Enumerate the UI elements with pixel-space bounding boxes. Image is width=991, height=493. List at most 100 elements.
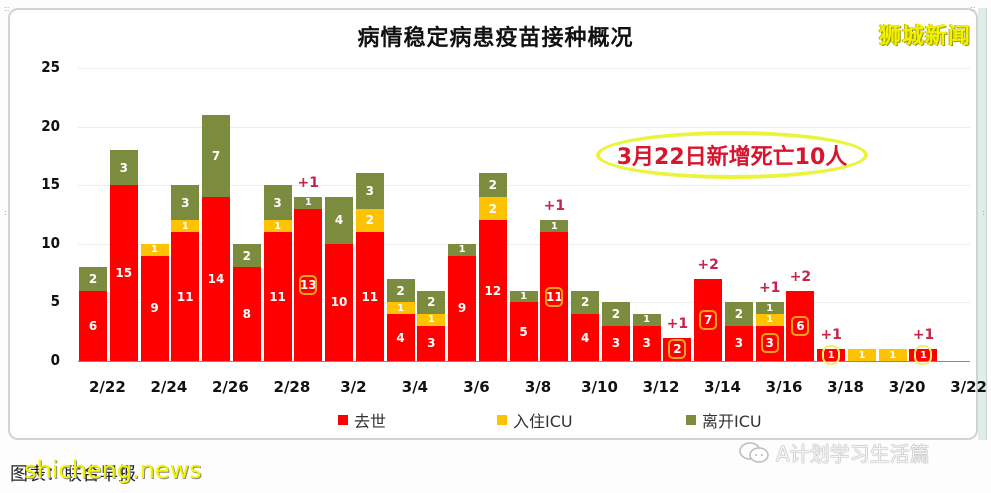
highlight-ring xyxy=(668,339,687,360)
bar-segment-leave-icu[interactable]: 1 xyxy=(448,243,477,256)
bar-segment-death[interactable]: 11 xyxy=(540,232,569,361)
legend-label-leave-icu: 离开ICU xyxy=(702,412,762,431)
bar-segment-leave-icu[interactable]: 2 xyxy=(79,267,107,291)
highlight-ring xyxy=(914,345,933,366)
legend-swatch-enter-icu xyxy=(497,415,507,425)
bar-segment-death[interactable]: 3 xyxy=(601,325,630,361)
bar-segment-leave-icu[interactable]: 1 xyxy=(755,302,784,315)
gridline xyxy=(78,126,970,128)
bar-segment-leave-icu[interactable]: 2 xyxy=(417,290,446,315)
bar-segment-enter-icu[interactable]: 1 xyxy=(878,349,907,361)
bar-segment-death[interactable]: 3 xyxy=(417,325,446,361)
legend-item-leave-icu: 离开ICU xyxy=(686,408,762,432)
y-tick-label: 20 xyxy=(41,116,60,135)
bar-segment-leave-icu[interactable]: 2 xyxy=(478,173,507,197)
y-tick-label: 10 xyxy=(41,233,60,252)
bar-segment-enter-icu[interactable]: 1 xyxy=(140,243,169,256)
legend-item-death: 去世 xyxy=(338,408,386,432)
bar-segment-leave-icu[interactable]: 3 xyxy=(263,185,292,221)
bar-segment-death[interactable]: 6 xyxy=(786,290,815,361)
source-caption: 图表：联合早报 shicheng.news xyxy=(10,456,202,486)
account-watermark: A计划学习生活篇 xyxy=(738,438,930,467)
x-tick-label: 3/12 xyxy=(642,378,680,396)
bar-segment-leave-icu[interactable]: 3 xyxy=(109,150,138,186)
bar-segment-death[interactable]: 3 xyxy=(632,325,661,361)
account-name: A计划学习生活篇 xyxy=(776,442,930,466)
x-tick-label: 3/16 xyxy=(765,378,803,396)
annotation-new-deaths: +2 xyxy=(697,256,719,273)
bar-segment-death[interactable]: 14 xyxy=(202,196,231,361)
x-tick-label: 2/22 xyxy=(88,378,126,396)
bar-segment-death[interactable]: 6 xyxy=(79,290,107,361)
resize-handle-top-left[interactable]: :: xyxy=(4,4,10,13)
bar-segment-enter-icu[interactable]: 1 xyxy=(263,220,292,233)
bar-segment-death[interactable]: 12 xyxy=(478,220,507,361)
bar-segment-death[interactable]: 11 xyxy=(263,232,292,361)
bar-segment-death[interactable]: 11 xyxy=(171,232,200,361)
bar-segment-death[interactable]: 7 xyxy=(694,278,723,361)
bar-segment-leave-icu[interactable]: 4 xyxy=(325,196,354,244)
bar-segment-leave-icu[interactable]: 1 xyxy=(632,314,661,326)
brand-logo: 狮城新闻 xyxy=(878,24,971,49)
annotation-new-deaths: +1 xyxy=(297,174,320,191)
bar-segment-death[interactable]: 3 xyxy=(755,325,784,361)
annotation-new-deaths: +2 xyxy=(789,268,812,285)
bar-segment-death[interactable]: 9 xyxy=(448,255,477,361)
bar-segment-leave-icu[interactable]: 7 xyxy=(202,114,231,197)
x-tick-label: 3/20 xyxy=(888,378,926,396)
legend-label-enter-icu: 入住ICU xyxy=(513,412,573,431)
bar-segment-leave-icu[interactable]: 2 xyxy=(601,302,630,326)
x-tick-label: 3/4 xyxy=(401,378,429,396)
bar-segment-leave-icu[interactable]: 2 xyxy=(724,302,753,326)
bar-segment-enter-icu[interactable]: 1 xyxy=(755,314,784,326)
y-tick-label: 5 xyxy=(50,292,60,311)
resize-handle-right[interactable]: : xyxy=(982,208,985,217)
resize-handle-top-right[interactable]: :: xyxy=(970,4,976,13)
resize-handle-left[interactable]: : xyxy=(4,208,7,217)
bar-segment-leave-icu[interactable]: 1 xyxy=(509,290,538,303)
bar-segment-death[interactable]: 3 xyxy=(724,325,753,361)
highlight-ring xyxy=(699,309,718,330)
annotation-new-deaths: +1 xyxy=(758,280,781,297)
caption-text: 图表：联合早报 xyxy=(10,464,136,485)
bar-segment-death[interactable]: 1 xyxy=(909,349,938,361)
bar-segment-enter-icu[interactable]: 2 xyxy=(355,208,384,233)
annotation-new-deaths: +1 xyxy=(912,327,935,344)
x-tick-label: 3/6 xyxy=(463,378,490,396)
bar-segment-enter-icu[interactable]: 1 xyxy=(171,220,200,233)
bar-segment-death[interactable]: 9 xyxy=(140,255,169,361)
bar-segment-death[interactable]: 1 xyxy=(817,349,846,361)
bar-segment-leave-icu[interactable]: 3 xyxy=(171,185,200,221)
gridline xyxy=(78,243,970,245)
x-tick-label: 2/24 xyxy=(150,378,188,396)
x-tick-label: 3/10 xyxy=(581,378,618,396)
x-axis-line xyxy=(78,361,970,362)
bar-segment-death[interactable]: 8 xyxy=(232,267,261,361)
bar-segment-enter-icu[interactable]: 1 xyxy=(386,302,415,315)
bar-segment-enter-icu[interactable]: 1 xyxy=(847,349,876,361)
gridline xyxy=(78,68,970,69)
bar-segment-death[interactable]: 15 xyxy=(109,185,138,361)
x-tick-label: 3/22 xyxy=(950,378,987,396)
x-tick-label: 2/26 xyxy=(212,378,249,396)
bar-segment-leave-icu[interactable]: 2 xyxy=(386,278,415,303)
x-tick-label: 3/2 xyxy=(340,378,367,396)
gridline xyxy=(78,185,970,187)
legend-swatch-leave-icu xyxy=(686,415,696,425)
x-tick-label: 2/28 xyxy=(273,378,311,396)
y-tick-label: 0 xyxy=(50,351,60,369)
bar-segment-death[interactable]: 5 xyxy=(509,302,538,361)
bar-segment-death[interactable]: 13 xyxy=(294,208,323,361)
bar-segment-leave-icu[interactable]: 1 xyxy=(294,196,323,209)
death-callout: 3月22日新增死亡10人 xyxy=(596,131,868,179)
bar-segment-death[interactable]: 4 xyxy=(571,314,600,361)
bar-segment-leave-icu[interactable]: 3 xyxy=(355,173,384,209)
bar-segment-death[interactable]: 4 xyxy=(386,314,415,361)
bar-segment-death[interactable]: 10 xyxy=(325,243,354,361)
bar-segment-enter-icu[interactable]: 2 xyxy=(478,196,507,221)
bar-segment-leave-icu[interactable]: 2 xyxy=(232,243,261,268)
bar-segment-leave-icu[interactable]: 2 xyxy=(571,290,600,315)
bar-segment-enter-icu[interactable]: 1 xyxy=(417,314,446,326)
bar-segment-leave-icu[interactable]: 1 xyxy=(540,220,569,233)
bar-segment-death[interactable]: 11 xyxy=(355,232,384,361)
